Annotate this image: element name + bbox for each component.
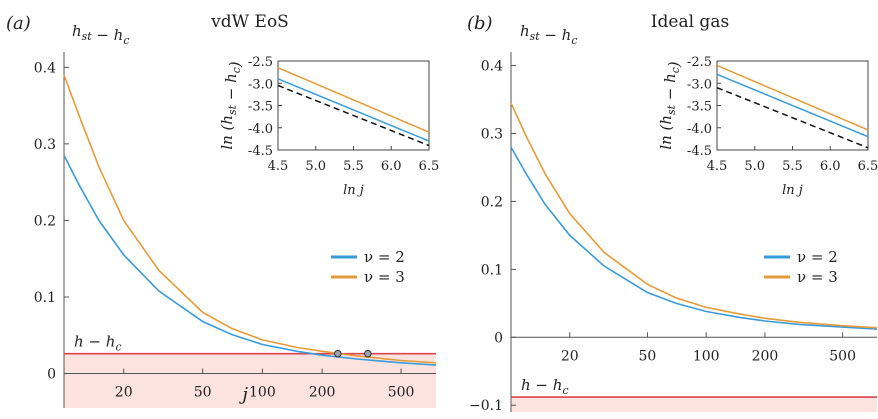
inset-x-tick-label: 4.5: [268, 159, 289, 174]
inset-y-label: ln (hst − hc): [218, 61, 244, 149]
y-axis-label: hst − hc: [72, 22, 129, 47]
inset-y-tick-label: -4.0: [248, 122, 273, 137]
inset-y-tick-label: -2.5: [248, 55, 273, 70]
inset-y-tick-label: -4.0: [687, 122, 712, 137]
inset-x-tick-label: 5.0: [305, 159, 326, 174]
y-tick-label: 0.2: [34, 213, 56, 229]
inset-frame: [278, 61, 429, 150]
y-tick-label: 0.4: [481, 59, 503, 75]
y-tick-label: 0.2: [481, 194, 503, 210]
inset-y-tick-label: -2.5: [687, 55, 712, 70]
x-tick-label: 100: [693, 348, 720, 364]
series-line-nu2: [511, 147, 877, 329]
y-tick-label: 0.1: [481, 262, 503, 278]
y-tick-label: 0.1: [34, 290, 56, 306]
inset-y-tick-label: -3.0: [248, 77, 273, 92]
inset-y-tick-label: -4.5: [248, 144, 273, 159]
panel-title: Ideal gas: [651, 12, 729, 32]
x-tick-label: 20: [115, 385, 133, 401]
hline-label: h − hc: [74, 333, 122, 354]
shaded-region: [511, 397, 877, 412]
legend-label: ν = 2: [797, 248, 838, 266]
x-tick-label: 20: [561, 348, 579, 364]
x-tick-label: 200: [752, 348, 779, 364]
panel-title: vdW EoS: [210, 12, 289, 32]
inset-y-tick-label: -3.0: [687, 77, 712, 92]
legend-label: ν = 3: [797, 268, 838, 286]
inset-x-tick-label: 6.5: [419, 159, 440, 174]
inset-x-tick-label: 6.0: [381, 159, 402, 174]
inset-x-tick-label: 5.0: [744, 159, 765, 174]
inset-x-label: ln j: [782, 183, 803, 198]
inset: 4.5 5.0 5.5 6.0 6.5 -2.5 -3.0 -3.5 -4.0 -4.5 ln j l…: [657, 55, 878, 198]
x-tick-label: 50: [639, 348, 657, 364]
y-axis-label: hst − hc: [520, 22, 577, 47]
inset-x-tick-label: 4.5: [707, 159, 728, 174]
intersection-point: [365, 350, 372, 357]
y-tick-label: 0.3: [34, 137, 56, 153]
inset-x-tick-label: 5.5: [782, 159, 803, 174]
x-tick-label: 100: [249, 385, 276, 401]
inset-y-tick-label: -4.5: [687, 144, 712, 159]
legend-label: ν = 2: [364, 248, 405, 266]
legend: ν = 2 ν = 3: [764, 248, 838, 286]
y-tick-label: −0.1: [469, 398, 503, 414]
inset-x-tick-label: 5.5: [343, 159, 364, 174]
inset-y-tick-label: -3.5: [687, 100, 712, 115]
y-tick-label: 0: [47, 367, 56, 383]
y-tick-label: 0: [494, 330, 503, 346]
inset: 4.5 5.0 5.5 6.0 6.5 -2.5 -3.0 -3.5 -4.0 -4.5 ln j l…: [218, 55, 439, 198]
inset-x-tick-label: 6.5: [858, 159, 878, 174]
legend-label: ν = 3: [364, 268, 405, 286]
y-tick-label: 0.4: [34, 60, 56, 76]
x-tick-label: 500: [388, 385, 415, 401]
hline-label: h − hc: [521, 376, 569, 397]
panel-b: −0.1 0 0.1 0.2 0.3 0.4 20 50 100 200 500 h − hc Idea…: [467, 12, 878, 414]
inset-x-label: ln j: [343, 183, 364, 198]
panel-label: (a): [6, 13, 31, 34]
x-tick-label: 500: [829, 348, 856, 364]
y-tick-label: 0.3: [481, 127, 503, 143]
legend: ν = 2 ν = 3: [331, 248, 405, 286]
inset-x-tick-label: 6.0: [820, 159, 841, 174]
panel-label: (b): [467, 13, 493, 34]
intersection-point: [335, 350, 342, 357]
x-tick-label: 50: [194, 385, 212, 401]
inset-y-label: ln (hst − hc): [657, 61, 683, 149]
x-tick-label: 200: [309, 385, 336, 401]
inset-y-tick-label: -3.5: [248, 100, 273, 115]
